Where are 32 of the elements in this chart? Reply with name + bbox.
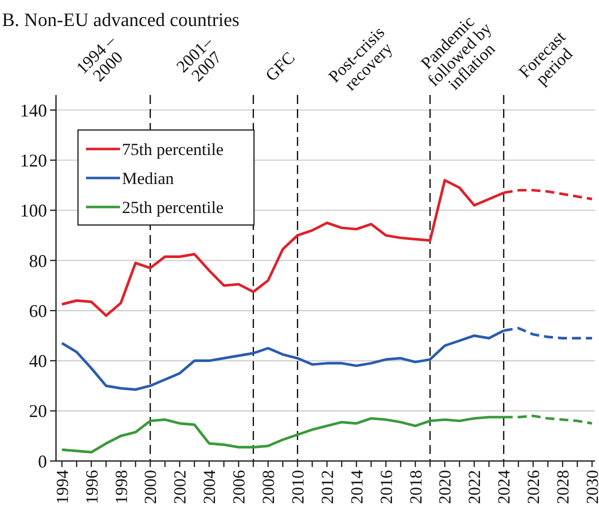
x-tick-label: 2022 bbox=[465, 470, 484, 504]
x-tick-label: 2012 bbox=[318, 470, 337, 504]
x-tick-label: 1998 bbox=[112, 470, 131, 504]
legend-label: 25th percentile bbox=[122, 198, 224, 217]
y-tick-label: 140 bbox=[20, 100, 47, 120]
x-tick-label: 2010 bbox=[288, 470, 308, 504]
y-tick-label: 60 bbox=[29, 300, 47, 321]
x-tick-label: 2028 bbox=[554, 470, 573, 504]
legend-label: 75th percentile bbox=[122, 140, 224, 159]
x-tick-label: 2030 bbox=[583, 470, 599, 504]
x-tick-label: 1994 bbox=[52, 470, 72, 504]
x-tick-label: 2026 bbox=[524, 470, 544, 504]
x-tick-label: 2018 bbox=[406, 470, 426, 504]
x-tick-label: 1996 bbox=[82, 470, 102, 504]
x-tick-label: 2008 bbox=[259, 470, 278, 504]
y-tick-label: 20 bbox=[29, 401, 47, 422]
x-tick-label: 2014 bbox=[347, 470, 366, 504]
legend-label: Median bbox=[122, 168, 174, 188]
x-tick-label: 2020 bbox=[436, 470, 455, 504]
x-tick-label: 2000 bbox=[141, 470, 160, 504]
y-tick-label: 0 bbox=[38, 451, 47, 472]
y-tick-label: 40 bbox=[29, 351, 47, 372]
y-tick-label: 100 bbox=[20, 200, 47, 221]
y-tick-label: 80 bbox=[29, 250, 47, 271]
x-tick-label: 2016 bbox=[376, 470, 396, 504]
text: GFC bbox=[262, 48, 299, 85]
x-tick-label: 2024 bbox=[494, 470, 514, 504]
x-tick-label: 2006 bbox=[230, 470, 249, 504]
chart-title: B. Non-EU advanced countries bbox=[2, 10, 240, 31]
x-tick-label: 2002 bbox=[170, 470, 190, 504]
y-tick-label: 120 bbox=[20, 150, 47, 170]
x-tick-label: 2004 bbox=[200, 470, 220, 504]
